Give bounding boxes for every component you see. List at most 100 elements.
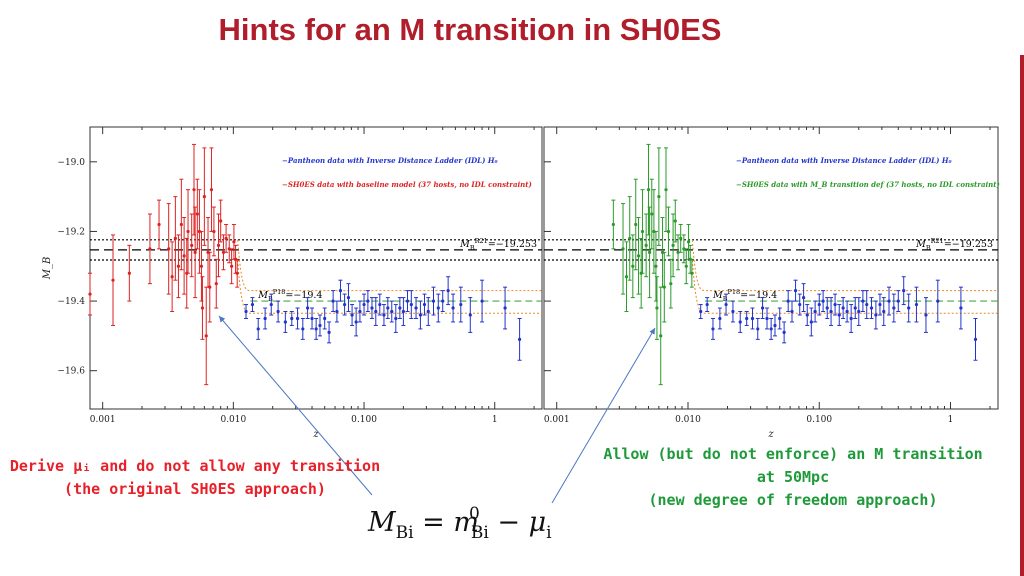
data-point	[232, 240, 236, 244]
r21-label-sub: B	[926, 244, 931, 252]
data-point	[366, 299, 370, 303]
formula-rhs1: m	[453, 507, 479, 538]
annotation-left: Derive μᵢ and do not allow any transitio…	[9, 457, 381, 498]
data-point	[659, 334, 663, 338]
data-point	[197, 229, 202, 234]
data-point	[409, 302, 413, 307]
data-point	[798, 302, 802, 307]
data-point	[657, 195, 661, 199]
data-point	[902, 289, 906, 293]
data-point	[306, 306, 310, 310]
legend-entry: −Pantheon data with Inverse Distance Lad…	[736, 156, 952, 165]
data-point	[718, 316, 722, 321]
plot-frame	[543, 126, 999, 410]
data-point	[173, 236, 177, 241]
data-point	[805, 313, 809, 317]
p18-band-line	[691, 259, 998, 314]
data-point	[221, 250, 226, 254]
data-point	[892, 306, 896, 310]
formula-minus: −	[488, 507, 529, 538]
arrow-left	[218, 315, 373, 496]
data-point	[644, 243, 648, 247]
data-point	[634, 222, 638, 227]
data-point	[182, 254, 186, 258]
data-point	[845, 309, 849, 314]
data-point	[813, 309, 817, 314]
data-point	[401, 309, 405, 314]
x-axis-label: z	[312, 429, 319, 440]
data-point	[167, 247, 171, 251]
y-tick-label: −19.4	[57, 297, 85, 307]
data-point	[662, 285, 666, 289]
data-point	[204, 334, 208, 338]
data-point	[216, 243, 221, 247]
data-point	[338, 289, 343, 293]
formula-lhs-sub: Bi	[395, 523, 414, 543]
data-point	[148, 247, 152, 251]
data-point	[382, 313, 386, 317]
p18-band-line	[237, 239, 542, 292]
data-point	[756, 327, 760, 331]
data-point	[343, 302, 347, 307]
data-point	[331, 299, 335, 303]
data-point	[924, 313, 928, 317]
data-point	[907, 306, 911, 310]
data-point	[398, 306, 402, 310]
x-tick-label: 0.100	[806, 415, 832, 425]
x-tick-label: 0.100	[351, 415, 377, 425]
data-point	[190, 243, 194, 247]
data-point	[209, 188, 214, 192]
formula-rhs1-sub: Bi	[470, 523, 489, 543]
data-point	[386, 306, 390, 310]
data-point	[817, 302, 821, 307]
data-point	[314, 327, 318, 331]
data-point	[362, 302, 366, 307]
data-point	[705, 302, 709, 307]
data-point	[195, 212, 199, 216]
data-point	[611, 222, 615, 227]
data-point	[269, 302, 273, 307]
data-point	[874, 313, 878, 317]
data-point	[350, 313, 354, 317]
data-point	[323, 316, 327, 321]
data-point	[219, 219, 223, 223]
data-point	[378, 302, 382, 307]
data-point	[724, 302, 728, 307]
plot-frame	[89, 126, 543, 410]
data-point	[202, 195, 206, 199]
x-tick-label: 0.001	[544, 415, 570, 425]
y-axis-label: M_B	[42, 257, 53, 281]
data-point	[865, 302, 869, 307]
data-point	[686, 240, 691, 244]
data-point	[673, 219, 677, 223]
data-point	[636, 254, 641, 258]
slide-title: Hints for an M transition in SH0ES	[218, 12, 722, 47]
data-point	[295, 316, 300, 321]
data-point	[731, 309, 735, 314]
r21-label-sup: R21	[931, 237, 944, 245]
data-point	[111, 278, 115, 282]
formula-rhs2: μ	[528, 507, 547, 538]
x-tick-label: 0.010	[675, 415, 701, 425]
data-point	[327, 330, 331, 335]
data-point	[853, 306, 857, 310]
data-point	[230, 264, 234, 268]
p18-band-line	[237, 259, 542, 314]
data-point	[671, 243, 675, 247]
data-point	[480, 299, 484, 303]
data-point	[170, 275, 174, 279]
data-point	[624, 275, 629, 279]
data-point	[679, 236, 683, 241]
data-point	[654, 264, 658, 268]
data-point	[405, 299, 410, 303]
data-point	[682, 247, 686, 251]
data-point	[782, 330, 786, 335]
p18-label-main: M	[712, 290, 723, 301]
data-point	[256, 327, 260, 331]
data-point	[652, 229, 656, 234]
r21-label-main: M	[459, 239, 470, 250]
data-point	[655, 306, 659, 310]
p18-label-value: =−19.4	[285, 290, 322, 301]
data-point	[936, 299, 940, 303]
data-point	[631, 264, 635, 268]
